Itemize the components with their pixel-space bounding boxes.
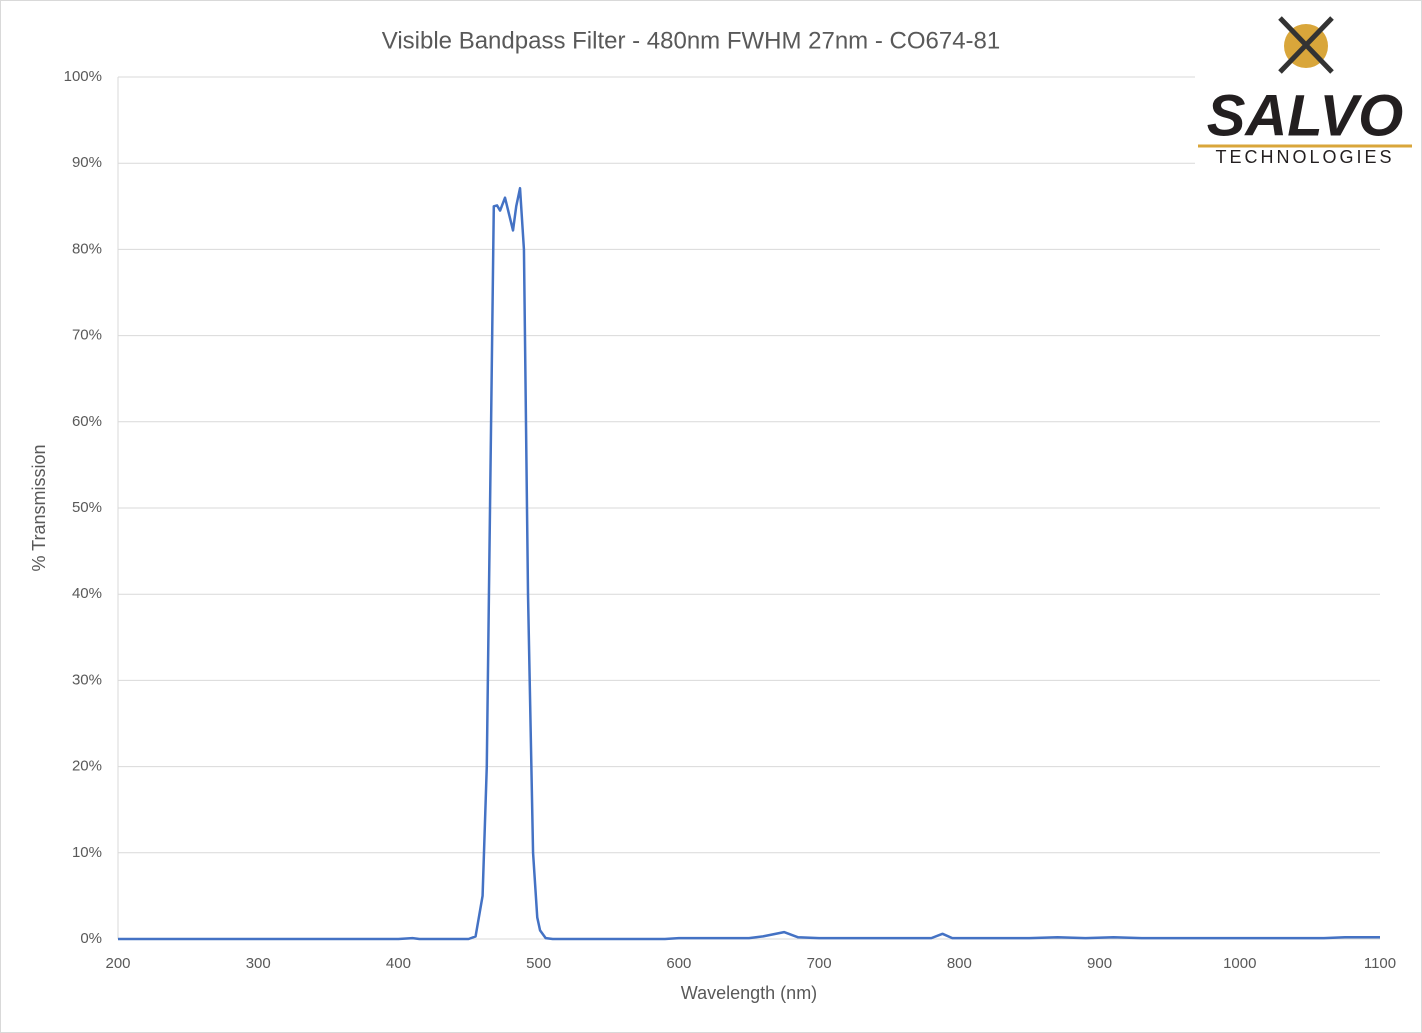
data-line bbox=[118, 186, 1380, 941]
y-tick-label: 0% bbox=[80, 930, 102, 947]
y-tick-label: 20% bbox=[72, 758, 102, 775]
plot-area: 0% 10% 20% 30% 40% 50% 60% 70% 80% 90% 100% 200 300 4… bbox=[64, 68, 1397, 972]
logo-subtitle: TECHNOLOGIES bbox=[1215, 147, 1394, 167]
y-tick-label: 30% bbox=[72, 671, 102, 688]
x-tick-label: 400 bbox=[386, 955, 411, 972]
y-tick-label: 70% bbox=[72, 327, 102, 344]
x-tick-label: 200 bbox=[105, 955, 130, 972]
y-tick-label: 50% bbox=[72, 499, 102, 516]
x-tick-label: 1100 bbox=[1364, 955, 1396, 972]
x-tick-label: 1000 bbox=[1223, 955, 1256, 972]
logo: SALVO TECHNOLOGIES bbox=[1195, 10, 1417, 170]
x-tick-label: 700 bbox=[807, 955, 832, 972]
y-tick-label: 80% bbox=[72, 240, 102, 257]
y-tick-label: 100% bbox=[64, 68, 102, 85]
y-axis-label: % Transmission bbox=[29, 444, 49, 571]
y-tick-label: 10% bbox=[72, 844, 102, 861]
x-axis-label: Wavelength (nm) bbox=[681, 983, 817, 1003]
x-tick-label: 800 bbox=[947, 955, 972, 972]
x-tick-label: 500 bbox=[526, 955, 551, 972]
x-tick-label: 600 bbox=[666, 955, 691, 972]
chart-title: Visible Bandpass Filter - 480nm FWHM 27n… bbox=[382, 27, 1000, 54]
x-tick-label: 900 bbox=[1087, 955, 1112, 972]
y-tick-label: 40% bbox=[72, 585, 102, 602]
y-tick-label: 60% bbox=[72, 413, 102, 430]
logo-name: SALVO bbox=[1207, 83, 1404, 148]
logo-cross bbox=[1278, 16, 1334, 74]
y-tick-label: 90% bbox=[72, 154, 102, 171]
x-tick-label: 300 bbox=[246, 955, 271, 972]
